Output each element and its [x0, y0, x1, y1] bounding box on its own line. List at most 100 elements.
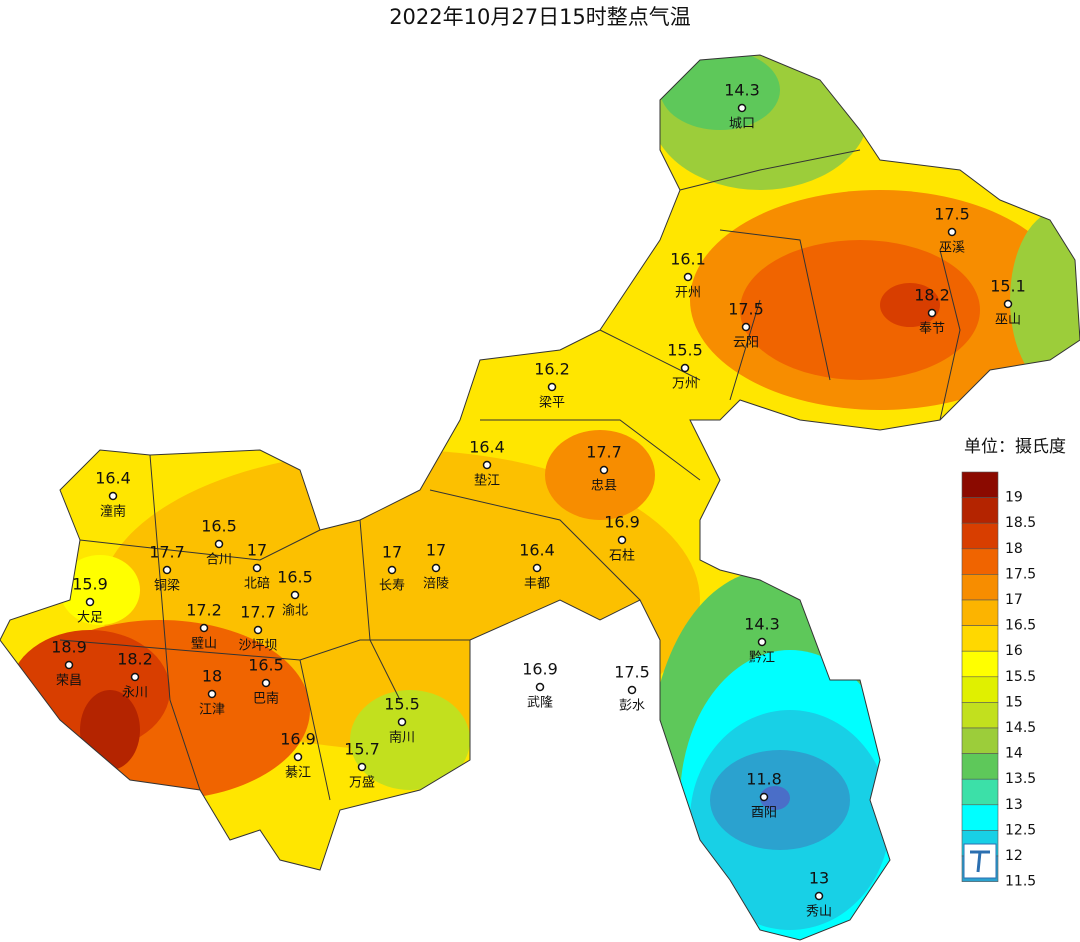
station-value: 15.1 — [990, 277, 1026, 296]
legend-label: 17 — [1005, 592, 1023, 608]
map-title: 2022年10月27日15时整点气温 — [389, 5, 691, 29]
station-name: 南川 — [389, 730, 415, 746]
legend-swatch — [961, 778, 999, 806]
station-value: 15.5 — [384, 695, 420, 714]
station-name: 铜梁 — [154, 579, 180, 594]
station-name: 璧山 — [191, 636, 217, 652]
station-name: 城口 — [729, 117, 755, 132]
station-name: 梁平 — [539, 396, 565, 411]
legend-label: 14 — [1005, 746, 1023, 762]
station-name: 北碚 — [244, 577, 270, 592]
station-name: 忠县 — [591, 479, 617, 494]
station-name: 大足 — [77, 611, 103, 626]
station-name: 涪陵 — [423, 577, 449, 592]
station-dot — [947, 227, 957, 237]
station-dot — [207, 689, 217, 699]
station-name: 武隆 — [527, 696, 553, 711]
station-value: 16.5 — [248, 656, 284, 675]
station-name: 荣昌 — [56, 674, 82, 689]
station-name: 垫江 — [474, 473, 500, 489]
station-value: 18.2 — [117, 650, 153, 669]
station-value: 14.3 — [744, 615, 780, 634]
station-dot — [627, 685, 637, 695]
station-value: 15.7 — [344, 740, 380, 759]
legend-label: 16 — [1005, 643, 1023, 659]
legend-swatch — [961, 804, 999, 831]
station-name: 沙坪坝 — [238, 639, 277, 654]
station-dot — [757, 637, 767, 647]
station-name: 江津 — [199, 703, 225, 718]
legend-swatch — [961, 727, 999, 754]
legend-swatch — [961, 574, 999, 601]
station-value: 17.7 — [586, 443, 622, 462]
station-dot — [108, 491, 118, 501]
station-value: 16.1 — [670, 250, 706, 269]
station-name: 云阳 — [733, 336, 759, 351]
station-dot — [680, 363, 690, 373]
station-dot — [814, 891, 824, 901]
legend-label: 13.5 — [1005, 771, 1036, 787]
station-dot — [535, 682, 545, 692]
station-dot — [252, 563, 262, 573]
station-name: 彭水 — [619, 699, 645, 714]
station-name: 渝北 — [282, 603, 308, 619]
station-dot — [759, 792, 769, 802]
station-dot — [547, 382, 557, 392]
station-name: 秀山 — [806, 905, 832, 920]
station-value: 17.2 — [186, 601, 222, 620]
station-dot — [293, 752, 303, 762]
station-value: 17 — [426, 541, 446, 560]
station-value: 16.5 — [201, 517, 237, 536]
station-name: 綦江 — [285, 766, 311, 781]
legend-swatch — [961, 702, 999, 729]
station-dot — [130, 672, 140, 682]
station-dot — [1003, 299, 1013, 309]
station-value: 13 — [809, 869, 829, 888]
station-value: 17 — [382, 543, 402, 562]
station-name: 永川 — [122, 686, 148, 701]
station-name: 黔江 — [749, 651, 775, 666]
stations: 14.3 城口 17.5 巫溪 16.1 开州 15.1 巫山 18.2 奉节 17.5 云阳 15.5… — [51, 81, 1026, 920]
station-dot — [599, 465, 609, 475]
station-dot — [261, 678, 271, 688]
station-value: 18 — [202, 667, 222, 686]
station-value: 16.4 — [469, 438, 505, 457]
station-dot — [397, 717, 407, 727]
station-value: 18.9 — [51, 638, 87, 657]
station-value: 17.7 — [240, 603, 276, 622]
station-value: 11.8 — [746, 770, 782, 789]
legend-label: 12.5 — [1005, 822, 1036, 838]
station-value: 17.7 — [149, 543, 185, 562]
station-dot — [85, 597, 95, 607]
legend-swatch — [961, 676, 999, 703]
station-value: 16.9 — [280, 730, 316, 749]
legend-swatch — [961, 753, 999, 780]
legend: 19 18.5 18 17.5 17 16.5 16 15.5 15 14.5 14 13.5 13 12… — [961, 471, 1036, 890]
station-dot — [290, 590, 300, 600]
legend-label: 12 — [1005, 848, 1023, 864]
station-name: 万盛 — [349, 776, 375, 791]
station-dot — [387, 565, 397, 575]
legend-swatch — [961, 599, 999, 626]
station-dot — [199, 623, 209, 633]
station-value: 17.5 — [614, 663, 650, 682]
station-dot — [64, 660, 74, 670]
legend-title: 单位：摄氏度 — [964, 437, 1066, 457]
legend-label: 17.5 — [1005, 566, 1036, 582]
station-dot — [162, 565, 172, 575]
station-value: 16.4 — [519, 541, 555, 560]
station-name: 巫山 — [995, 313, 1021, 328]
station-value: 14.3 — [724, 81, 760, 100]
legend-label: 19 — [1005, 490, 1023, 506]
station-value: 15.9 — [72, 575, 108, 594]
station-name: 万州 — [672, 377, 698, 392]
station-name: 合川 — [206, 553, 232, 568]
legend-label: 14.5 — [1005, 720, 1036, 736]
legend-label: 13 — [1005, 797, 1023, 813]
station-dot — [357, 762, 367, 772]
legend-swatch — [961, 522, 999, 550]
logo — [963, 843, 997, 879]
station-name: 潼南 — [100, 504, 126, 520]
